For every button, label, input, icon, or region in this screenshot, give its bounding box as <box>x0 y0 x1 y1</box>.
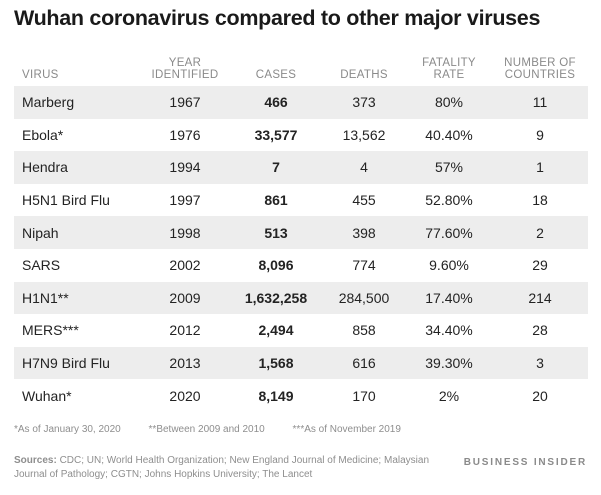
cell-year: 2002 <box>169 257 201 274</box>
cell-cases: 2,494 <box>258 322 294 339</box>
cell-deaths: 455 <box>352 192 376 209</box>
cell-deaths: 4 <box>360 159 368 176</box>
cell-countries: 18 <box>532 192 548 209</box>
cell-cases: 861 <box>264 192 288 209</box>
header-number-of-countries: NUMBER OF COUNTRIES <box>504 57 576 81</box>
cell-virus: Ebola* <box>22 126 64 143</box>
cell-fatality-rate: 40.40% <box>425 126 473 143</box>
chart-title: Wuhan coronavirus compared to other majo… <box>14 6 541 30</box>
cell-countries: 11 <box>532 94 548 111</box>
footnote: **Between 2009 and 2010 <box>148 424 265 435</box>
cell-cases: 8,149 <box>258 387 294 404</box>
cell-countries: 214 <box>528 289 552 306</box>
cell-deaths: 398 <box>352 224 376 241</box>
cell-deaths: 284,500 <box>338 289 390 306</box>
cell-fatality-rate: 57% <box>434 159 464 176</box>
cell-virus: H7N9 Bird Flu <box>22 355 110 372</box>
table-row: Marberg 1967 466 373 80% 11 <box>14 86 588 119</box>
table-row: Ebola* 1976 33,577 13,562 40.40% 9 <box>14 119 588 152</box>
cell-fatality-rate: 17.40% <box>425 289 473 306</box>
cell-year: 1998 <box>169 224 201 241</box>
cell-cases: 7 <box>272 159 280 176</box>
cell-year: 2012 <box>169 322 201 339</box>
cell-deaths: 13,562 <box>342 126 386 143</box>
cell-countries: 9 <box>536 126 544 143</box>
cell-fatality-rate: 77.60% <box>425 224 473 241</box>
table-row: Hendra 1994 7 4 57% 1 <box>14 151 588 184</box>
cell-year: 2020 <box>169 387 201 404</box>
header-fatality-rate: FATALITY RATE <box>422 57 476 81</box>
cell-year: 1976 <box>169 126 201 143</box>
cell-cases: 1,568 <box>258 355 294 372</box>
cell-fatality-rate: 80% <box>434 94 464 111</box>
footnotes: *As of January 30, 2020 **Between 2009 a… <box>14 424 594 435</box>
table-header: VIRUS YEAR IDENTIFIED CASES DEATHS FATAL… <box>14 46 588 86</box>
table-row: Nipah 1998 513 398 77.60% 2 <box>14 216 588 249</box>
cell-deaths: 616 <box>352 355 376 372</box>
table-row: H1N1** 2009 1,632,258 284,500 17.40% 214 <box>14 281 588 315</box>
cell-virus: Hendra <box>22 159 68 176</box>
cell-fatality-rate: 2% <box>438 387 460 404</box>
header-deaths: DEATHS <box>340 69 388 81</box>
cell-year: 2009 <box>169 289 201 306</box>
cell-fatality-rate: 9.60% <box>429 257 469 274</box>
sources-text: CDC; UN; World Health Organization; New … <box>14 455 430 480</box>
header-virus: VIRUS <box>22 69 59 81</box>
cell-countries: 28 <box>532 322 548 339</box>
cell-countries: 20 <box>532 387 548 404</box>
cell-countries: 3 <box>536 355 544 372</box>
sources: Sources: CDC; UN; World Health Organizat… <box>14 454 454 482</box>
table-row: MERS*** 2012 2,494 858 34.40% 28 <box>14 314 588 347</box>
cell-deaths: 858 <box>352 322 376 339</box>
table-row: Wuhan* 2020 8,149 170 2% 20 <box>14 379 588 412</box>
table-row: H5N1 Bird Flu 1997 861 455 52.80% 18 <box>14 184 588 217</box>
table-row: H7N9 Bird Flu 2013 1,568 616 39.30% 3 <box>14 346 588 380</box>
cell-deaths: 774 <box>352 257 376 274</box>
cell-virus: Wuhan* <box>22 387 72 404</box>
cell-virus: H5N1 Bird Flu <box>22 192 110 209</box>
cell-fatality-rate: 39.30% <box>425 355 473 372</box>
table-body: Marberg 1967 466 373 80% 11 Ebola* 1976 33,577 13… <box>14 86 588 412</box>
cell-countries: 1 <box>536 159 544 176</box>
cell-countries: 29 <box>532 257 548 274</box>
cell-year: 1994 <box>169 159 201 176</box>
cell-fatality-rate: 52.80% <box>425 192 473 209</box>
header-cases: CASES <box>255 69 297 81</box>
virus-table: VIRUS YEAR IDENTIFIED CASES DEATHS FATAL… <box>14 46 588 412</box>
cell-virus: Marberg <box>22 94 75 111</box>
footnote: ***As of November 2019 <box>292 424 401 435</box>
cell-year: 1967 <box>169 94 201 111</box>
cell-fatality-rate: 34.40% <box>425 322 473 339</box>
cell-cases: 8,096 <box>258 257 294 274</box>
sources-label: Sources: <box>14 455 57 466</box>
cell-deaths: 170 <box>352 387 376 404</box>
cell-deaths: 373 <box>352 94 376 111</box>
cell-countries: 2 <box>536 224 544 241</box>
cell-year: 2013 <box>169 355 201 372</box>
cell-virus: SARS <box>22 257 61 274</box>
footnote: *As of January 30, 2020 <box>14 424 121 435</box>
cell-cases: 513 <box>264 224 288 241</box>
cell-cases: 466 <box>264 94 288 111</box>
header-year-identified: YEAR IDENTIFIED <box>151 57 219 81</box>
cell-year: 1997 <box>169 192 201 209</box>
cell-cases: 1,632,258 <box>244 289 308 306</box>
cell-cases: 33,577 <box>254 126 298 143</box>
cell-virus: MERS*** <box>22 322 79 339</box>
cell-virus: H1N1** <box>22 289 69 306</box>
brand-logo-text: BUSINESS INSIDER <box>463 457 587 468</box>
table-row: SARS 2002 8,096 774 9.60% 29 <box>14 249 588 282</box>
cell-virus: Nipah <box>22 224 59 241</box>
